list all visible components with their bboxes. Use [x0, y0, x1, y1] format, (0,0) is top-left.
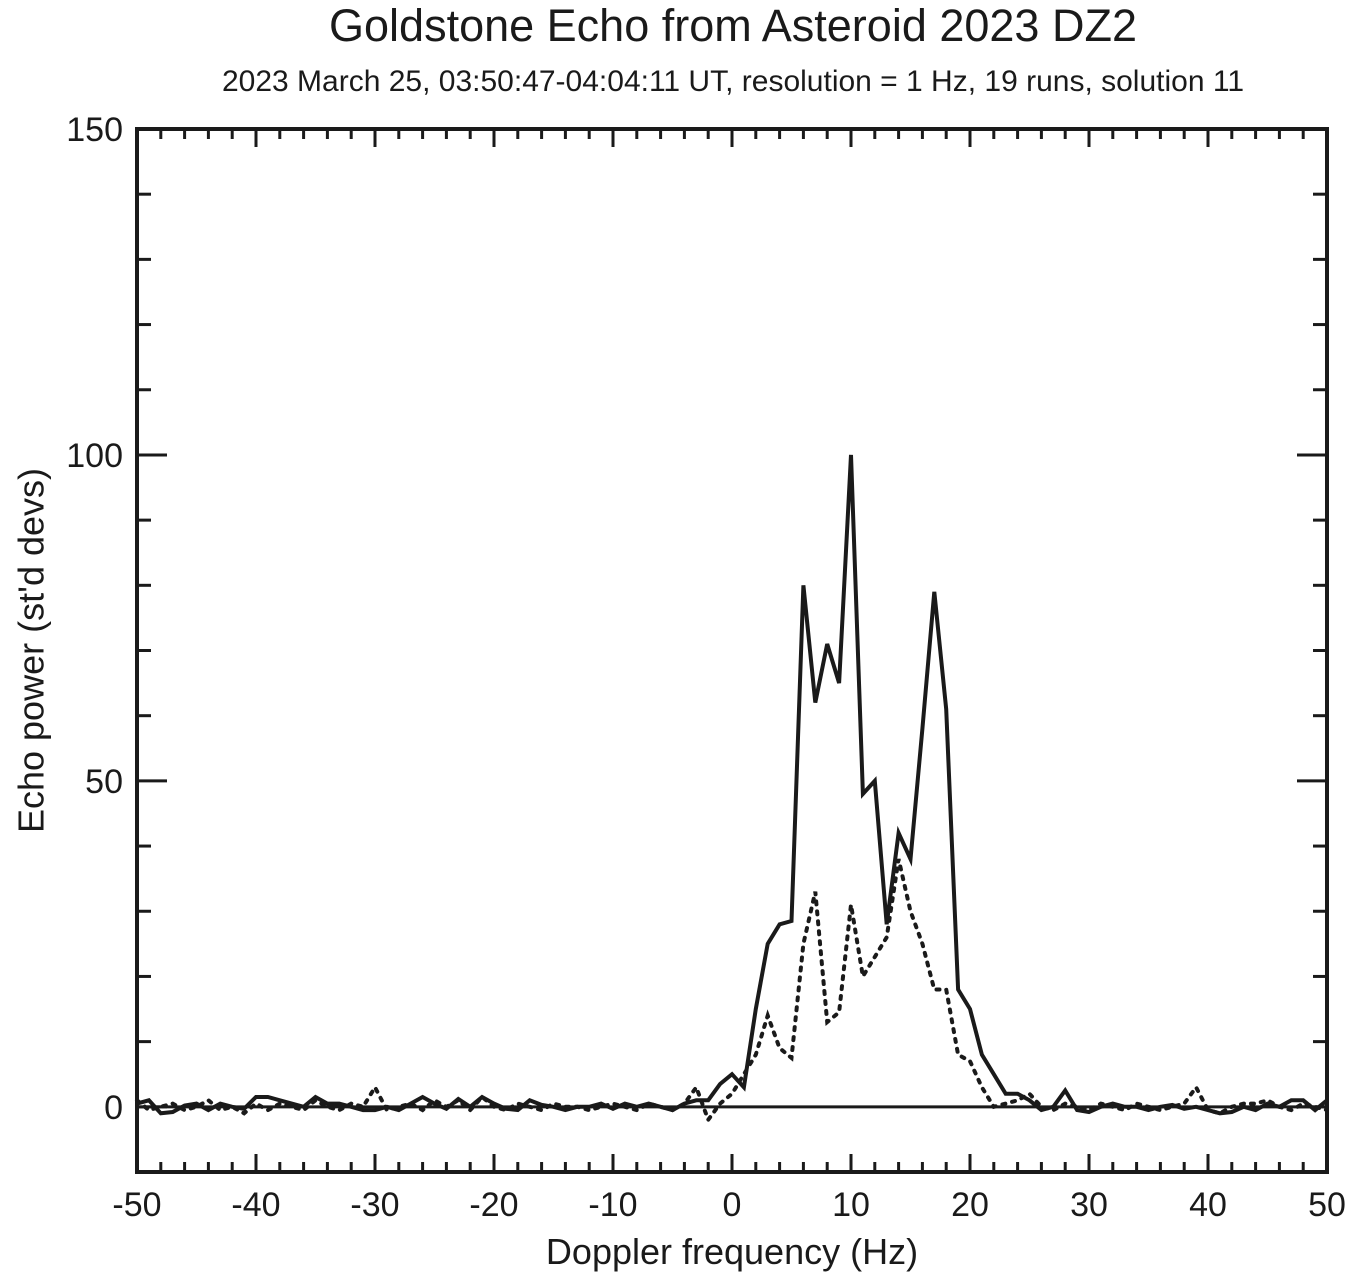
- dotted-series-line: [135, 858, 1329, 1124]
- chart-series: [135, 454, 1329, 1124]
- x-tick-label: 40: [1189, 1186, 1227, 1224]
- x-tick-label: -30: [350, 1186, 399, 1224]
- x-tick-label: -20: [469, 1186, 518, 1224]
- plot-frame: [135, 127, 1329, 1174]
- x-tick-label: 30: [1070, 1186, 1108, 1224]
- x-tick-label: -50: [112, 1186, 161, 1224]
- solid-series-line: [136, 454, 1329, 1116]
- axis-labels: -50 -40 -30 -20 -10 0 10 20 30 40 50 0 50 100 150: [66, 111, 1346, 1224]
- y-tick-label: 100: [66, 437, 123, 475]
- y-axis-label: Echo power (st'd devs): [11, 468, 52, 833]
- axis-ticks: [135, 127, 1329, 1174]
- x-tick-label: -10: [588, 1186, 637, 1224]
- x-tick-label: 0: [723, 1186, 742, 1224]
- x-tick-label: 10: [832, 1186, 870, 1224]
- x-tick-label: 20: [951, 1186, 989, 1224]
- x-tick-label: -40: [231, 1186, 280, 1224]
- y-tick-label: 50: [85, 763, 123, 801]
- chart-title: Goldstone Echo from Asteroid 2023 DZ2: [329, 0, 1137, 51]
- x-axis-label: Doppler frequency (Hz): [546, 1231, 918, 1272]
- y-tick-label: 0: [104, 1089, 123, 1127]
- chart-subtitle: 2023 March 25, 03:50:47-04:04:11 UT, res…: [221, 65, 1245, 98]
- y-tick-label: 150: [66, 111, 123, 149]
- x-tick-label: 50: [1308, 1186, 1346, 1224]
